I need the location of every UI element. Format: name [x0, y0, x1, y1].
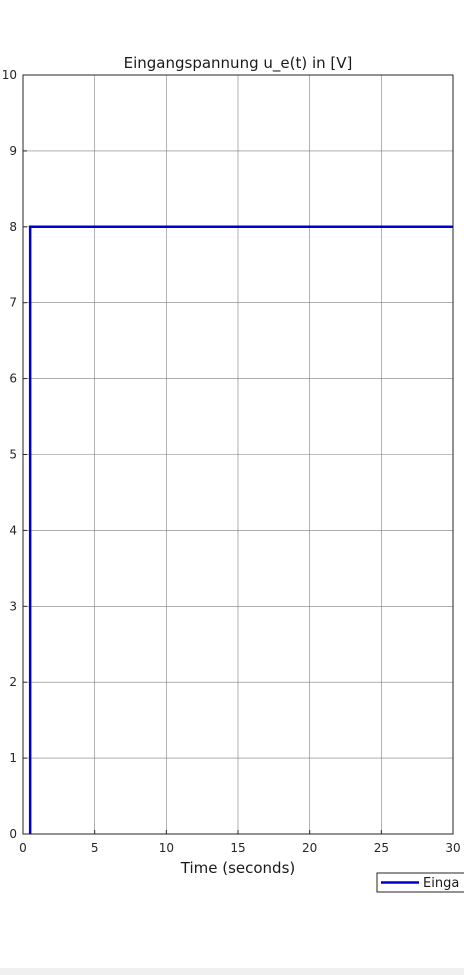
y-tick-label: 1: [9, 751, 17, 765]
y-tick-label: 3: [9, 599, 17, 613]
x-tick-label: 0: [19, 841, 27, 855]
grid: [23, 75, 453, 834]
x-tick-label: 10: [159, 841, 174, 855]
y-tick-label: 5: [9, 448, 17, 462]
x-tick-label: 15: [230, 841, 245, 855]
bottom-strip: [0, 968, 464, 975]
legend[interactable]: Einga: [377, 873, 464, 892]
x-axis-title: Time (seconds): [180, 859, 296, 877]
x-tick-label: 30: [445, 841, 460, 855]
x-tick-label: 25: [374, 841, 389, 855]
ticks: 0 5 10 15 20 25 30 0 1 2 3 4 5 6 7 8 9 10: [2, 68, 461, 855]
y-tick-label: 2: [9, 675, 17, 689]
x-tick-label: 5: [91, 841, 99, 855]
x-tick-label: 20: [302, 841, 317, 855]
y-tick-label: 6: [9, 372, 17, 386]
y-tick-label: 7: [9, 296, 17, 310]
y-tick-label: 9: [9, 144, 17, 158]
chart-title: Eingangspannung u_e(t) in [V]: [124, 54, 353, 73]
legend-label: Einga: [423, 876, 459, 891]
y-tick-label: 10: [2, 68, 17, 82]
y-tick-label: 4: [9, 523, 17, 537]
y-tick-label: 0: [9, 827, 17, 841]
y-tick-label: 8: [9, 220, 17, 234]
